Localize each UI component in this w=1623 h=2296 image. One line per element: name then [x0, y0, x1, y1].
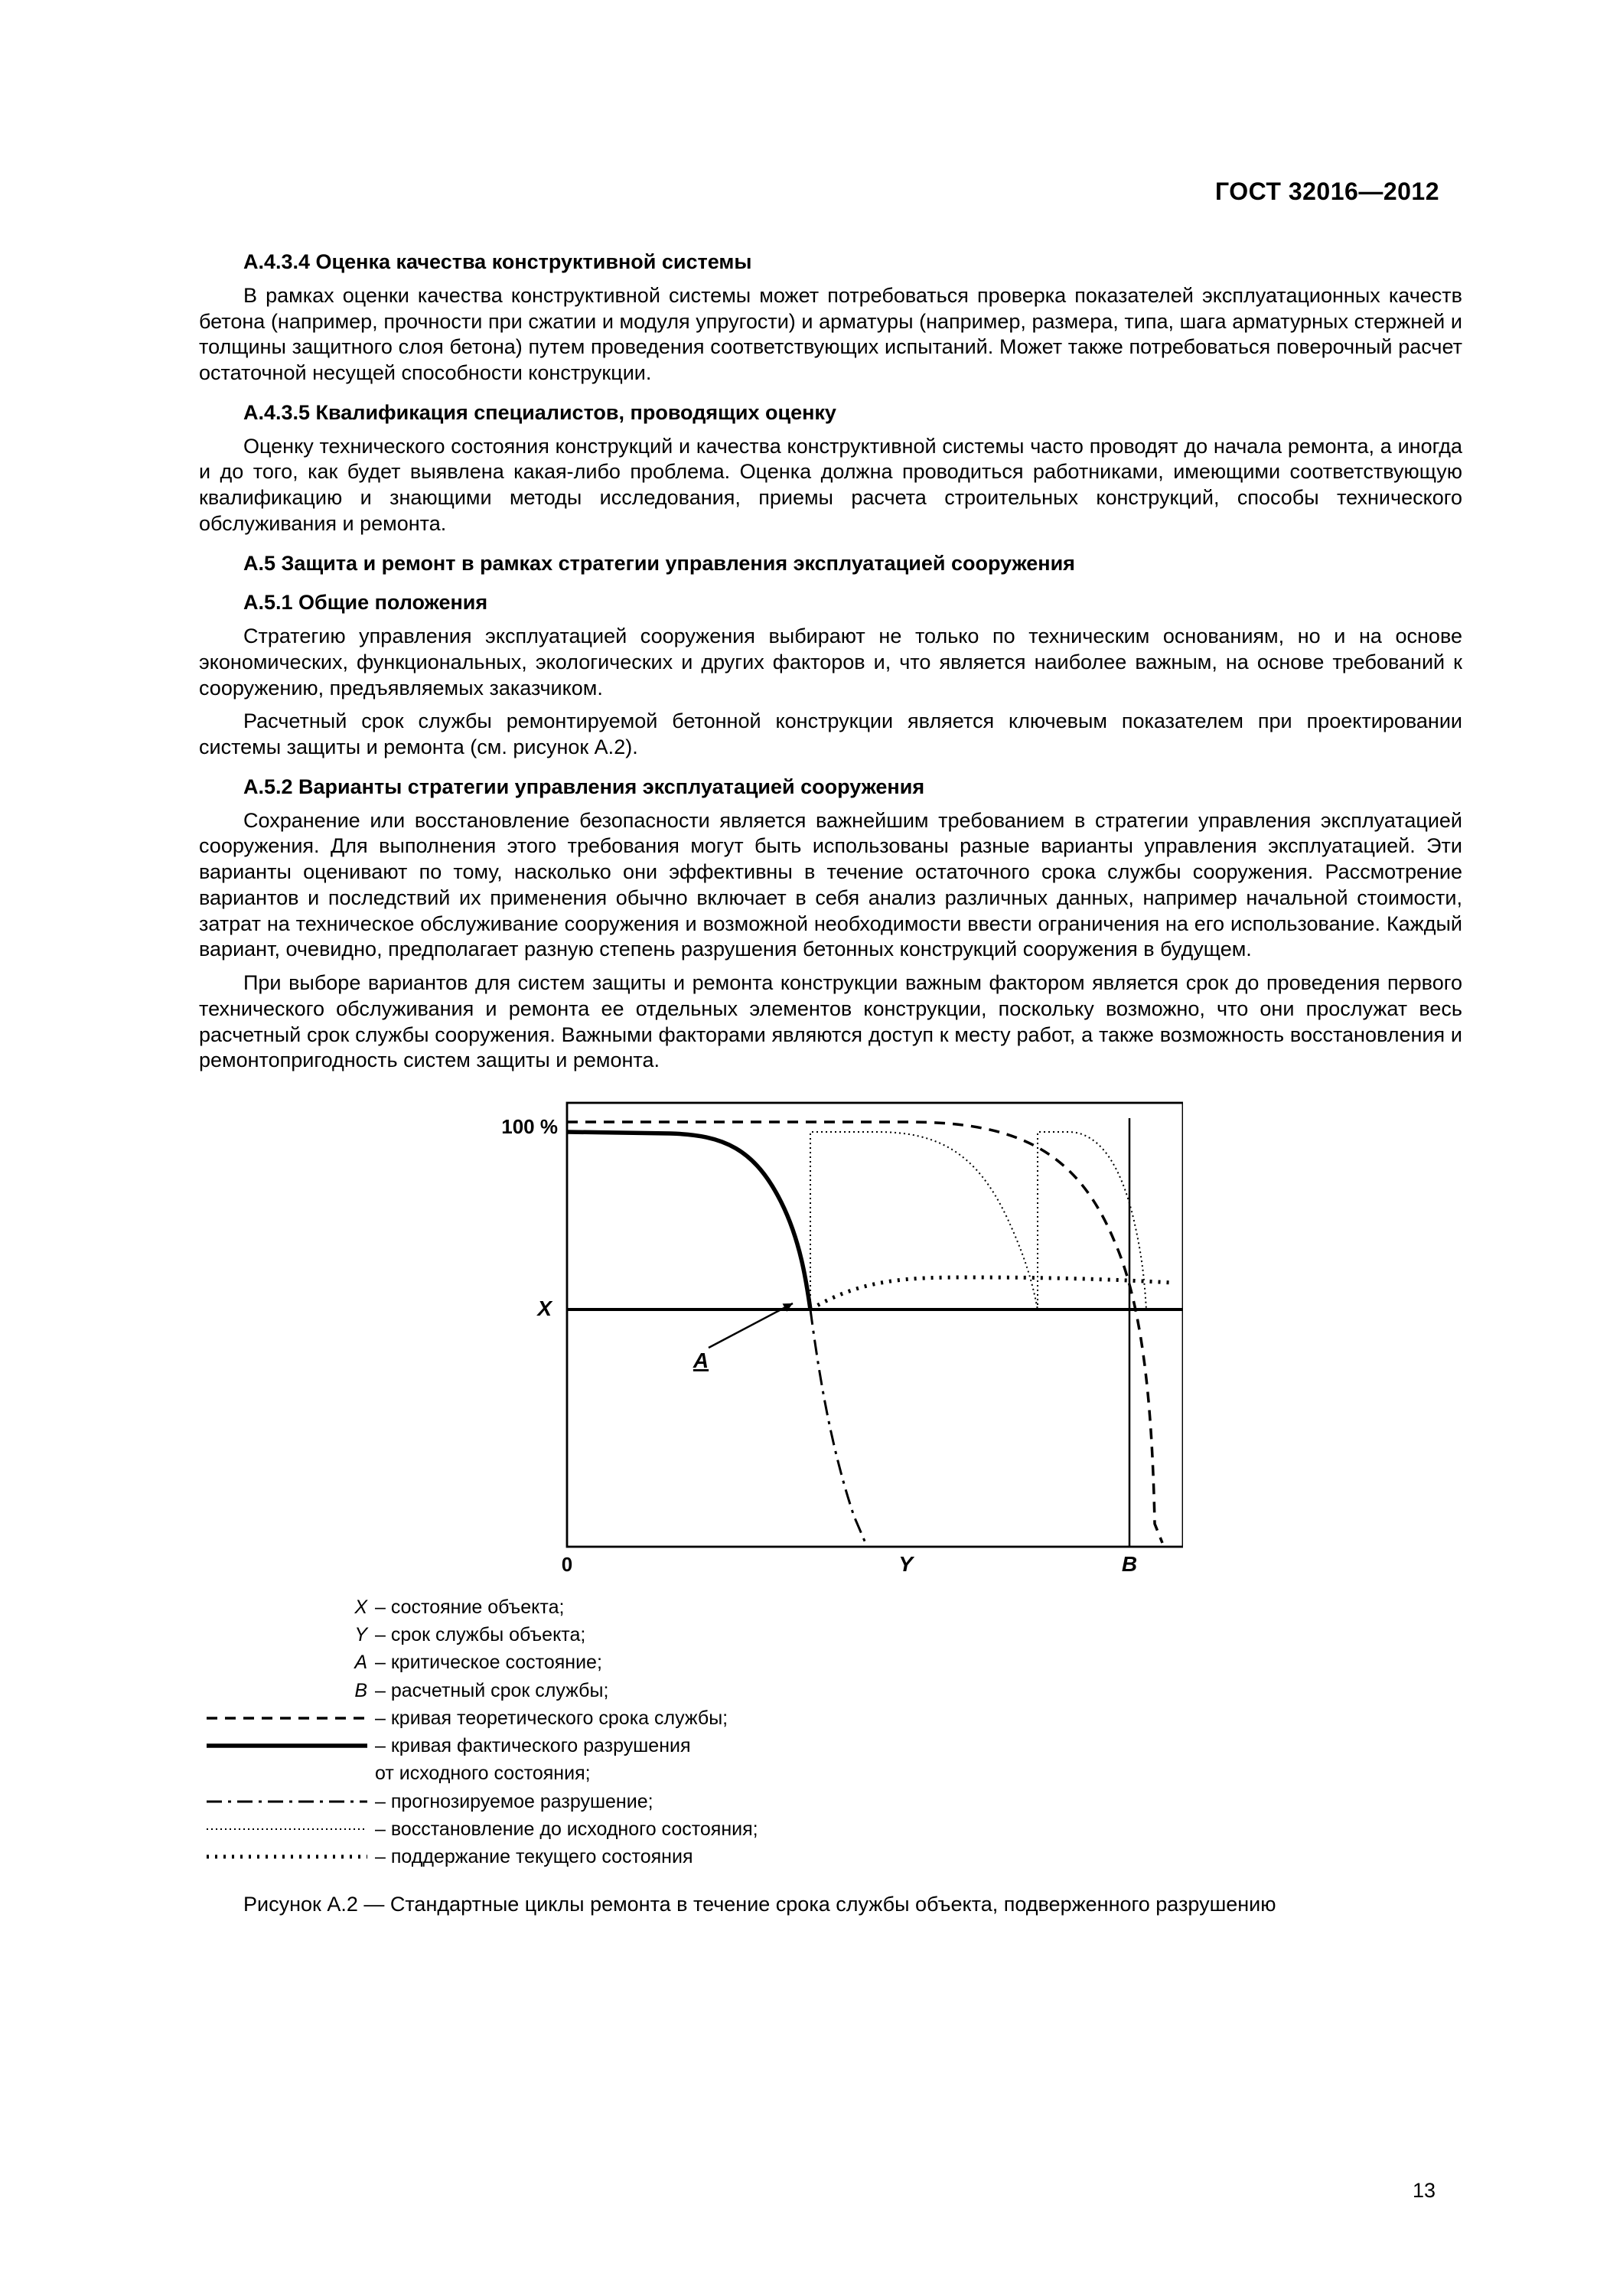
legend-row: X– состояние объекта; [199, 1593, 1462, 1621]
legend-row: Y– срок службы объекта; [199, 1621, 1462, 1649]
legend-row: – поддержание текущего состояния [199, 1843, 1462, 1870]
para-a52b: При выборе вариантов для систем защиты и… [199, 970, 1462, 1074]
para-a434: В рамках оценки качества конструктивной … [199, 283, 1462, 386]
heading-a435: А.4.3.5 Квалификация специалистов, прово… [199, 400, 1462, 426]
legend-line-sample [199, 1848, 375, 1866]
legend-row: B– расчетный срок службы; [199, 1677, 1462, 1704]
heading-a5: А.5 Защита и ремонт в рамках стратегии у… [199, 551, 1462, 577]
page: ГОСТ 32016—2012 А.4.3.4 Оценка качества … [0, 0, 1623, 2296]
legend: X– состояние объекта;Y– срок службы объе… [199, 1593, 1462, 1871]
figure-caption: Рисунок А.2 — Стандартные циклы ремонта … [199, 1892, 1462, 1918]
legend-line-sample [199, 1820, 375, 1838]
legend-text: – состояние объекта; [375, 1593, 564, 1621]
standard-code: ГОСТ 32016—2012 [1215, 176, 1439, 207]
legend-line-sample [199, 1709, 375, 1727]
legend-text: – критическое состояние; [375, 1649, 602, 1676]
chart-svg: 100 % X A 0 Y B [479, 1088, 1183, 1577]
page-number: 13 [1413, 2178, 1436, 2204]
heading-a51: А.5.1 Общие положения [199, 590, 1462, 616]
legend-text: от исходного состояния; [375, 1760, 591, 1787]
para-a51b: Расчетный срок службы ремонтируемой бето… [199, 709, 1462, 761]
svg-text:0: 0 [561, 1553, 572, 1576]
legend-row: – кривая теоретического срока службы; [199, 1704, 1462, 1732]
legend-key: B [199, 1677, 375, 1704]
para-a52a: Сохранение или восстановление безопаснос… [199, 808, 1462, 964]
heading-a434: А.4.3.4 Оценка качества конструктивной с… [199, 249, 1462, 276]
svg-text:Y: Y [898, 1552, 914, 1576]
svg-text:X: X [536, 1296, 553, 1320]
para-a435: Оценку технического состояния конструкци… [199, 434, 1462, 537]
legend-row: – кривая фактического разрушения [199, 1732, 1462, 1760]
para-a51a: Стратегию управления эксплуатацией соору… [199, 624, 1462, 701]
legend-row: A– критическое состояние; [199, 1649, 1462, 1676]
legend-row: – восстановление до исходного состояния; [199, 1815, 1462, 1843]
legend-key: Y [199, 1621, 375, 1649]
legend-text: – срок службы объекта; [375, 1621, 585, 1649]
legend-text: – кривая фактического разрушения [375, 1732, 691, 1760]
legend-text: – восстановление до исходного состояния; [375, 1815, 758, 1843]
svg-text:100 %: 100 % [501, 1115, 558, 1138]
legend-line-sample [199, 1737, 375, 1755]
legend-text: – поддержание текущего состояния [375, 1843, 693, 1870]
legend-row: от исходного состояния; [199, 1760, 1462, 1787]
heading-a52: А.5.2 Варианты стратегии управления эксп… [199, 775, 1462, 801]
legend-text: – прогнозируемое разрушение; [375, 1788, 653, 1815]
legend-key: A [199, 1649, 375, 1676]
legend-key: X [199, 1593, 375, 1621]
legend-text: – расчетный срок службы; [375, 1677, 608, 1704]
figure-a2: 100 %XA0YB X– состояние объекта;Y– срок … [199, 1088, 1462, 1918]
svg-text:A: A [692, 1349, 708, 1372]
legend-row: – прогнозируемое разрушение; [199, 1788, 1462, 1815]
svg-text:B: B [1121, 1552, 1136, 1576]
legend-text: – кривая теоретического срока службы; [375, 1704, 728, 1732]
legend-line-sample [199, 1792, 375, 1811]
